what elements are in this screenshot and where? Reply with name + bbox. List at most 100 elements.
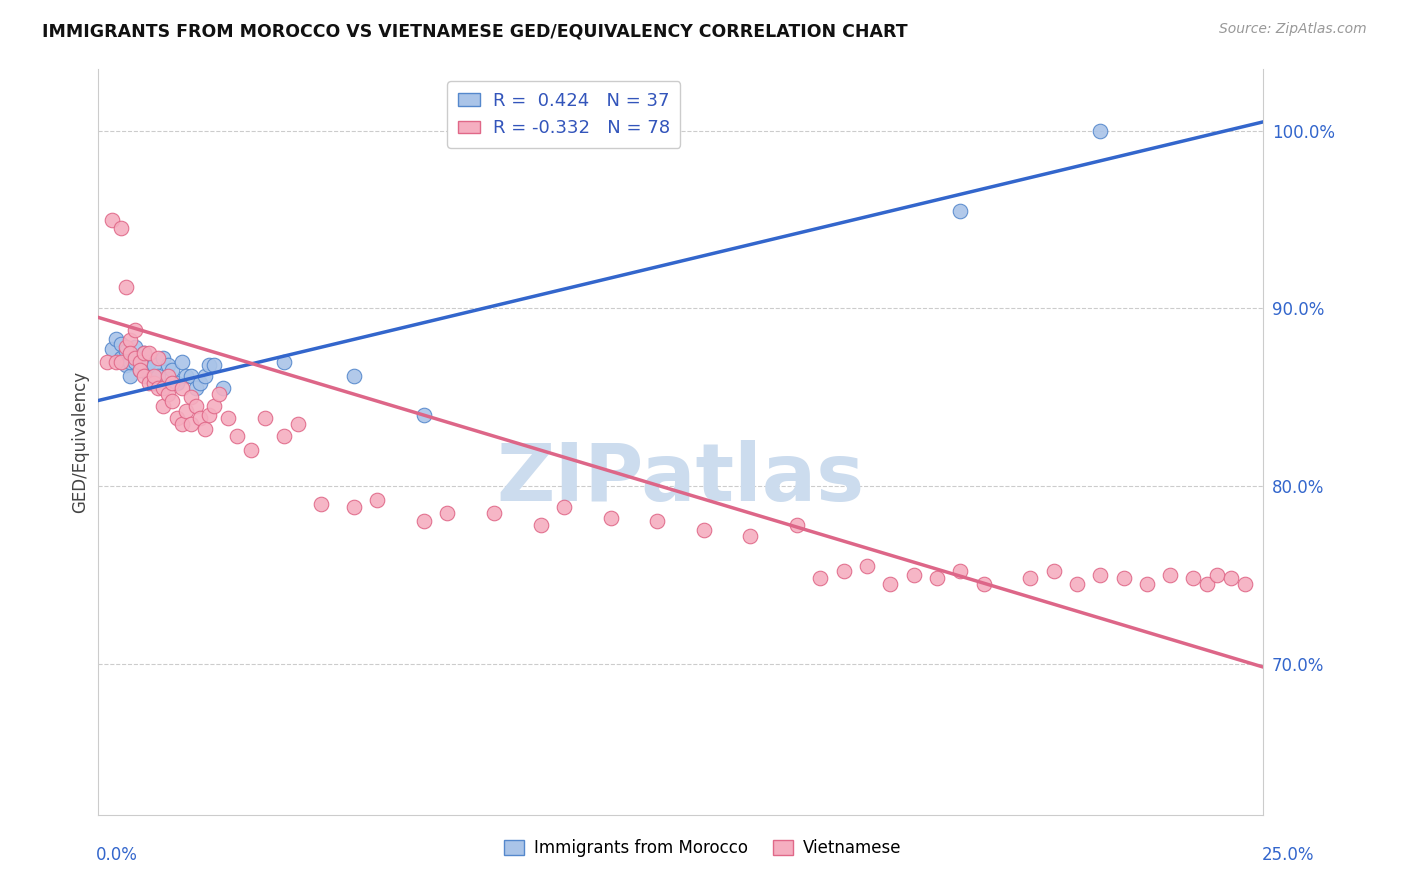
Point (124, 340, 146, 354)
Point (184, 381, 207, 395)
Point (184, 399, 207, 413)
Point (138, 354, 160, 368)
Point (1219, 571, 1241, 585)
Point (202, 358, 225, 372)
Point (254, 411, 277, 425)
Point (949, 203, 972, 218)
Point (114, 280, 136, 294)
Point (198, 408, 221, 422)
Point (124, 323, 146, 337)
Point (138, 376, 160, 390)
Point (128, 363, 150, 377)
Point (1090, 124, 1112, 138)
Point (740, 529, 762, 543)
Point (148, 381, 170, 395)
Point (287, 417, 309, 431)
Point (114, 340, 136, 354)
Point (343, 368, 366, 383)
Point (120, 333, 142, 347)
Point (152, 381, 174, 395)
Point (645, 515, 668, 529)
Point (973, 576, 995, 591)
Text: 0.0%: 0.0% (96, 846, 138, 863)
Point (198, 358, 221, 372)
Point (105, 354, 128, 368)
Point (949, 564, 972, 578)
Point (188, 411, 211, 425)
Point (100, 342, 122, 356)
Point (134, 358, 156, 372)
Point (273, 429, 295, 443)
Point (553, 500, 575, 515)
Point (170, 381, 193, 395)
Point (152, 351, 174, 365)
Point (1090, 567, 1112, 582)
Point (194, 422, 217, 436)
Point (156, 368, 179, 383)
Point (174, 404, 197, 418)
Y-axis label: GED/Equivalency: GED/Equivalency (72, 370, 89, 513)
Text: IMMIGRANTS FROM MOROCCO VS VIETNAMESE GED/EQUIVALENCY CORRELATION CHART: IMMIGRANTS FROM MOROCCO VS VIETNAMESE GE… (42, 22, 908, 40)
Point (114, 343, 136, 358)
Point (124, 354, 146, 368)
Point (208, 386, 231, 401)
Point (202, 399, 225, 413)
Point (156, 386, 179, 401)
Point (114, 358, 136, 372)
Point (110, 336, 132, 351)
Point (120, 354, 142, 368)
Point (128, 351, 150, 365)
Point (1182, 571, 1205, 585)
Point (110, 354, 132, 368)
Point (832, 564, 855, 578)
Point (148, 368, 170, 383)
Point (1159, 567, 1181, 582)
Point (1205, 567, 1227, 582)
Point (1112, 571, 1135, 585)
Point (134, 345, 156, 359)
Point (148, 351, 170, 365)
Point (142, 358, 165, 372)
Point (925, 571, 948, 585)
Point (810, 571, 832, 585)
Point (366, 493, 388, 508)
Point (138, 368, 160, 383)
Point (693, 524, 716, 538)
Point (786, 518, 808, 533)
Point (1197, 576, 1219, 591)
Point (413, 408, 436, 422)
Point (110, 221, 132, 235)
Point (217, 411, 239, 425)
Point (1136, 576, 1159, 591)
Point (599, 511, 621, 525)
Point (903, 567, 925, 582)
Point (240, 443, 263, 458)
Point (436, 506, 458, 520)
Point (180, 368, 202, 383)
Point (160, 393, 183, 408)
Point (194, 368, 217, 383)
Point (166, 376, 188, 390)
Point (96, 354, 118, 368)
Point (856, 558, 879, 573)
Point (226, 429, 249, 443)
Point (212, 381, 235, 395)
Point (1042, 564, 1064, 578)
Point (170, 417, 193, 431)
Point (482, 506, 505, 520)
Point (1066, 576, 1088, 591)
Point (124, 351, 146, 365)
Point (1233, 576, 1256, 591)
Point (134, 368, 156, 383)
Text: Source: ZipAtlas.com: Source: ZipAtlas.com (1219, 22, 1367, 37)
Point (180, 390, 202, 404)
Point (152, 399, 174, 413)
Text: 25.0%: 25.0% (1263, 846, 1315, 863)
Point (188, 376, 211, 390)
Point (413, 515, 436, 529)
Point (142, 368, 165, 383)
Point (273, 354, 295, 368)
Legend: R =  0.424   N = 37, R = -0.332   N = 78: R = 0.424 N = 37, R = -0.332 N = 78 (447, 81, 681, 148)
Point (170, 354, 193, 368)
Point (142, 376, 165, 390)
